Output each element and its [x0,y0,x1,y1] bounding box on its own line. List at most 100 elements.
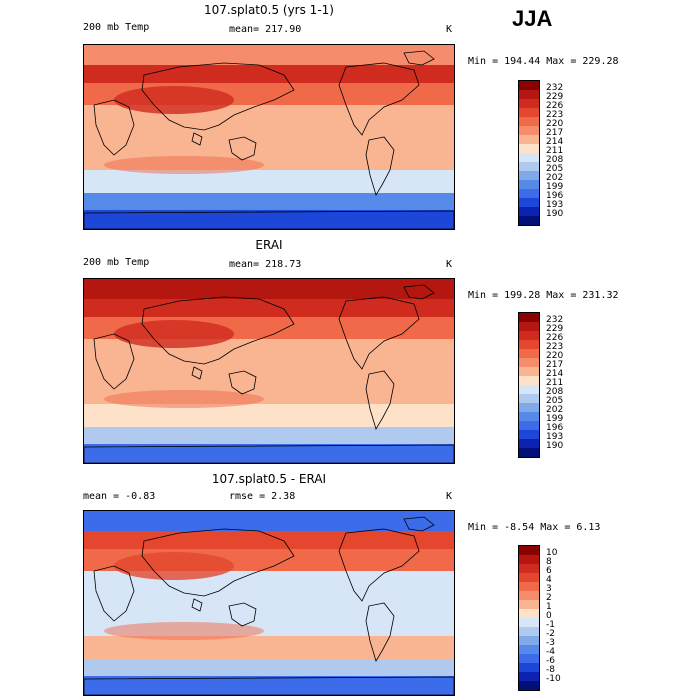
colorbar-tick-label: -3 [546,638,555,648]
colorbar-tick-label: 2 [546,593,552,603]
field-blob [114,552,234,580]
latitude-band [84,299,454,317]
colorbar-tick-label: 211 [546,378,564,388]
colorbar-swatch [519,663,539,672]
colorbar-swatch [519,153,539,162]
coastline [228,370,257,395]
colorbar-swatch [519,144,539,153]
map-field [84,511,454,695]
colorbar-swatch [519,394,539,403]
panel-1-units: K [446,24,453,35]
coastline [228,136,257,161]
colorbar-tick-label: 232 [546,83,564,93]
latitude-band [84,193,454,210]
colorbar-swatch [519,439,539,448]
field-blob [114,320,234,348]
panel-2-minmax: Min = 199.28 Max = 231.32 [468,290,619,301]
colorbar-swatch [519,591,539,600]
colorbar-swatch [519,81,539,90]
coastline [338,528,420,602]
colorbar-tick-label: 190 [546,209,564,219]
coastline [403,284,435,300]
panel-3-title: 107.splat0.5 - ERAI [211,472,327,486]
colorbar-tick-label: 208 [546,387,564,397]
colorbar-swatch [519,636,539,645]
coastline [84,210,454,229]
colorbar-swatch [519,99,539,108]
panel-2-title: ERAI [255,238,283,252]
colorbar-tick-label: 193 [546,432,564,442]
colorbar-tick-label: 220 [546,119,564,129]
latitude-band [84,279,454,299]
panel-1-variable-label: 200 mb Temp [83,22,150,33]
colorbar-tick-label: -8 [546,665,555,675]
colorbar-swatch [519,564,539,573]
coastline [141,62,295,131]
colorbar-swatch [519,90,539,99]
colorbar-swatch [519,555,539,564]
latitude-band [84,511,454,531]
colorbar-tick-label: 196 [546,423,564,433]
colorbar-swatch [519,645,539,654]
colorbar-tick-label: 229 [546,92,564,102]
colorbar-tick-label: -2 [546,629,555,639]
colorbar-tick-label: 232 [546,315,564,325]
colorbar-tick-label: 223 [546,110,564,120]
colorbar-swatch [519,672,539,681]
panel-1-colorbar [518,80,540,226]
colorbar-tick-label: -6 [546,656,555,666]
colorbar-tick-label: 208 [546,155,564,165]
coastline [338,296,420,370]
colorbar-tick-label: 196 [546,191,564,201]
colorbar-swatch [519,448,539,457]
colorbar-tick-label: 3 [546,584,552,594]
coastline [141,296,295,365]
coastline [403,50,435,66]
colorbar-swatch [519,313,539,322]
latitude-band [84,636,454,659]
panel-1-title: 107.splat0.5 (yrs 1-1) [204,3,334,17]
colorbar-swatch [519,376,539,385]
colorbar-swatch [519,430,539,439]
latitude-band [84,45,454,65]
colorbar-swatch [519,207,539,216]
colorbar-tick-label: 0 [546,611,552,621]
colorbar-tick-label: 220 [546,351,564,361]
latitude-band [84,676,454,695]
colorbar-tick-label: 202 [546,173,564,183]
panel-3-map [83,510,455,696]
colorbar-swatch [519,546,539,555]
colorbar-swatch [519,582,539,591]
colorbar-swatch [519,135,539,144]
colorbar-tick-label: -10 [546,674,561,684]
coastline [84,444,454,463]
coastline [365,136,395,196]
colorbar-swatch [519,358,539,367]
colorbar-tick-label: 193 [546,200,564,210]
coastline [228,602,257,627]
coastline [141,528,295,597]
colorbar-swatch [519,126,539,135]
panel-3-units: K [446,491,453,502]
colorbar-tick-label: 217 [546,128,564,138]
colorbar-swatch [519,162,539,171]
coastline [191,598,203,612]
colorbar-tick-label: 205 [546,396,564,406]
colorbar-swatch [519,573,539,582]
colorbar-tick-label: 202 [546,405,564,415]
colorbar-tick-label: 226 [546,101,564,111]
colorbar-swatch [519,216,539,225]
colorbar-swatch [519,108,539,117]
field-blob [104,622,264,640]
panel-3-colorbar [518,545,540,691]
colorbar-tick-label: 217 [546,360,564,370]
colorbar-swatch [519,600,539,609]
colorbar-tick-label: -1 [546,620,555,630]
colorbar-tick-label: 214 [546,137,564,147]
field-blob [104,156,264,174]
colorbar-tick-label: 214 [546,369,564,379]
latitude-band [84,170,454,193]
panel-3-mean-label: mean = -0.83 [83,491,156,502]
coastline [93,333,135,390]
coastline [191,132,203,146]
